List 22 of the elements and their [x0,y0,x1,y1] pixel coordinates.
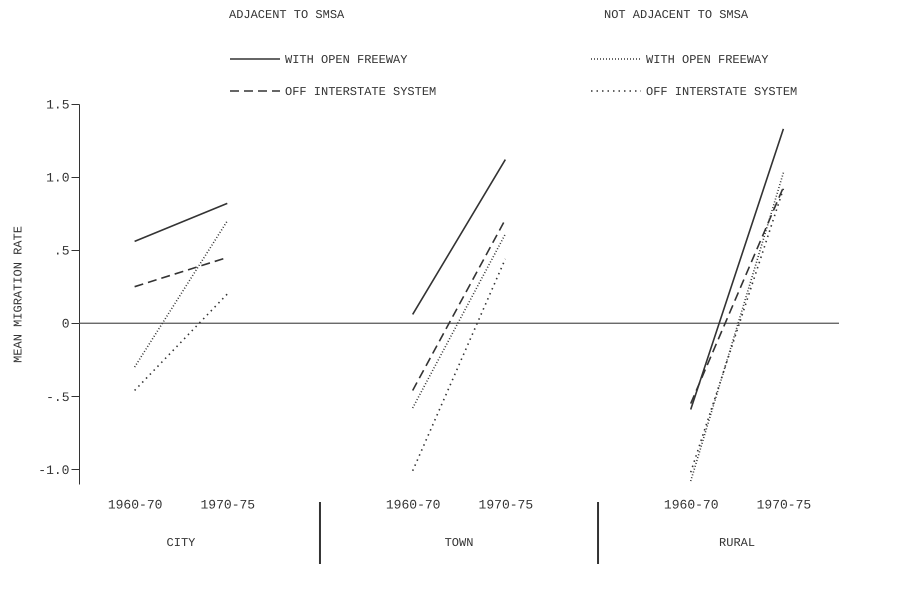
x-tick-label: 1960-70 [108,498,162,512]
legend-label: OFF INTERSTATE SYSTEM [285,85,436,99]
legend-label: WITH OPEN FREEWAY [646,53,768,67]
y-axis-title: MEAN MIGRATION RATE [11,226,26,363]
x-tick-label: 1970-75 [478,498,534,512]
text: NOT ADJACENT TO SMSA [604,8,749,22]
x-tick-label: 1970-75 [756,498,812,512]
text: TOWN [444,536,474,550]
y-tick-label: 1.5 [46,98,70,112]
x-tick-label: 1960-70 [386,498,440,512]
text: RURAL [719,536,756,550]
y-tick-label: 0 [62,316,70,332]
legend-label: WITH OPEN FREEWAY [285,53,408,67]
y-tick-label: -.5 [46,390,70,405]
x-tick-label: 1970-75 [200,498,256,512]
x-tick-label: 1960-70 [664,498,719,512]
legend-title: ADJACENT TO SMSA [229,8,346,22]
y-tick-label: .5 [54,244,70,259]
y-tick-label: -1.0 [38,462,70,478]
legend-label: OFF INTERSTATE SYSTEM [646,85,798,99]
y-tick-label: 1.0 [46,170,70,186]
text: CITY [166,536,196,550]
